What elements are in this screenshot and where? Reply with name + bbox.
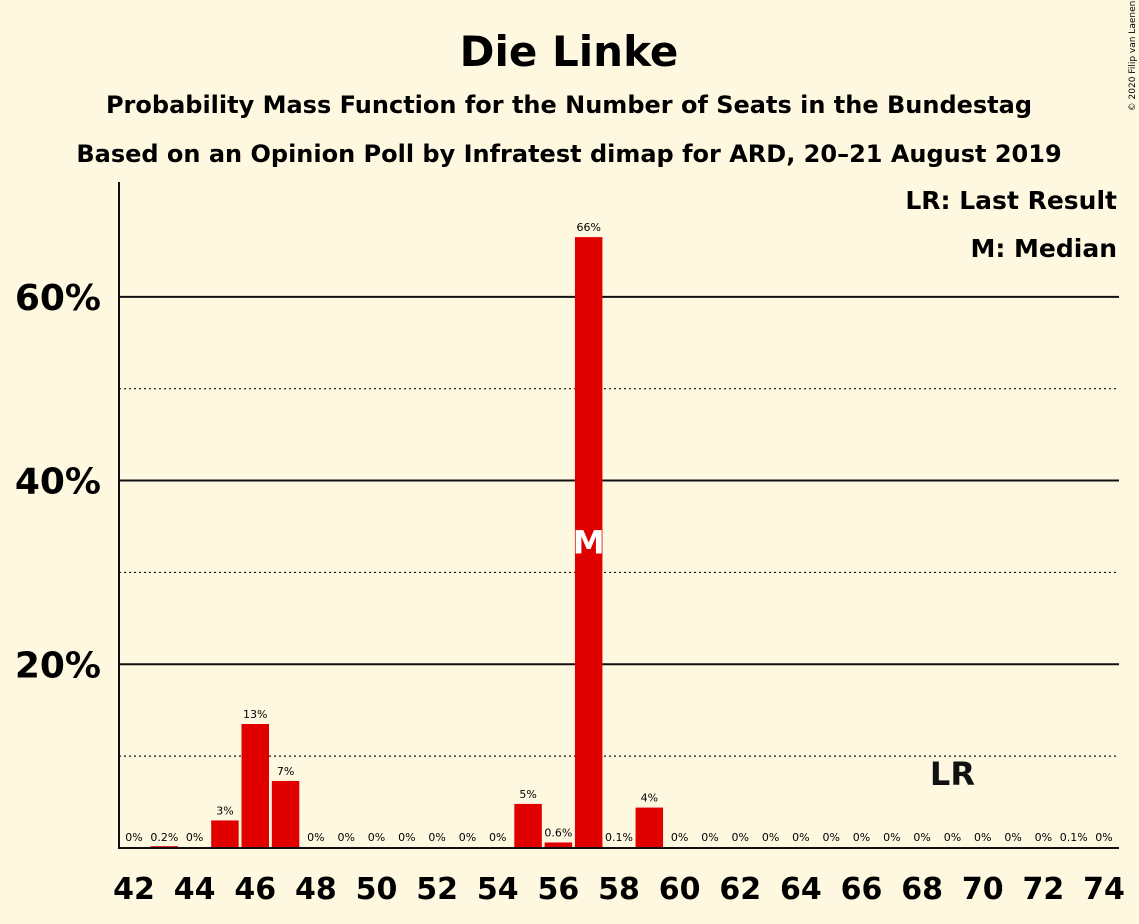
last-result-marker: LR [930,755,975,793]
data-label: 0% [944,831,961,844]
data-label: 0.1% [1060,831,1088,844]
data-label: 0% [459,831,476,844]
data-label: 0% [1004,831,1021,844]
bar-seats-47 [271,780,300,848]
bar-seats-56 [544,842,573,848]
chart-title: Die Linke [460,27,679,76]
data-labels: 0% 0.2% 0% 3% 13% 7% 0% 0% 0% 0% 0% 0% 0% 5% 0.6% 66% 0.… [125,221,1112,844]
x-tick-label: 74 [1083,872,1125,907]
bar-seats-59 [635,807,664,848]
chart-subtitle: Probability Mass Function for the Number… [106,91,1032,119]
x-tick-label: 56 [538,872,580,907]
chart-subtitle-source: Based on an Opinion Poll by Infratest di… [76,140,1061,168]
x-tick-label: 42 [113,872,155,907]
x-tick-label: 44 [174,872,216,907]
data-label: 0% [125,831,142,844]
x-tick-label: 50 [356,872,398,907]
x-tick-label: 54 [477,872,519,907]
x-tick-label: 46 [234,872,276,907]
x-tick-label: 64 [780,872,822,907]
data-label: 0% [671,831,688,844]
x-tick-label: 72 [1023,872,1065,907]
data-label: 3% [216,804,233,817]
x-tick-label: 58 [598,872,640,907]
data-label: 0% [974,831,991,844]
data-label: 0.2% [150,831,178,844]
data-label: 7% [277,765,294,778]
bar-seats-57 [574,237,603,848]
bar-seats-46 [241,723,269,848]
bar-seats-45 [211,820,239,848]
data-label: 5% [519,788,536,801]
bar-seats-55 [514,803,542,848]
x-tick-label: 68 [901,872,943,907]
x-axis-ticks: 42 44 46 48 50 52 54 56 58 60 62 64 66 68 70 72 74 [113,872,1125,907]
x-tick-label: 60 [659,872,701,907]
x-tick-label: 70 [962,872,1004,907]
data-label: 0% [1035,831,1052,844]
data-label: 0% [853,831,870,844]
data-label: 0% [732,831,749,844]
data-label: 66% [576,221,600,234]
copyright-text: © 2020 Filip van Laenen [1128,1,1138,112]
data-label: 0.1% [605,831,633,844]
data-label: 4% [641,792,658,805]
data-label: 0% [762,831,779,844]
data-label: 0% [489,831,506,844]
data-label: 0% [186,831,203,844]
y-tick-label: 60% [15,278,101,319]
data-label: 0% [368,831,385,844]
markers: M LR [573,524,975,793]
bars [150,237,1088,848]
legend-last-result: LR: Last Result [905,186,1117,215]
legend-median: M: Median [970,234,1117,263]
data-label: 0.6% [544,826,572,839]
data-label: 0% [822,831,839,844]
y-tick-label: 40% [15,462,101,503]
grid-lines [119,295,1119,757]
data-label: 13% [243,708,267,721]
data-label: 0% [1095,831,1112,844]
data-label: 0% [307,831,324,844]
data-label: 0% [337,831,354,844]
data-label: 0% [398,831,415,844]
x-tick-label: 48 [295,872,337,907]
data-label: 0% [701,831,718,844]
x-tick-label: 62 [719,872,761,907]
x-tick-label: 66 [841,872,883,907]
y-tick-label: 20% [15,645,101,686]
y-axis-ticks: 20% 40% 60% [15,278,101,686]
data-label: 0% [913,831,930,844]
median-marker: M [573,524,605,562]
x-tick-label: 52 [416,872,458,907]
data-label: 0% [883,831,900,844]
data-label: 0% [428,831,445,844]
data-label: 0% [792,831,809,844]
